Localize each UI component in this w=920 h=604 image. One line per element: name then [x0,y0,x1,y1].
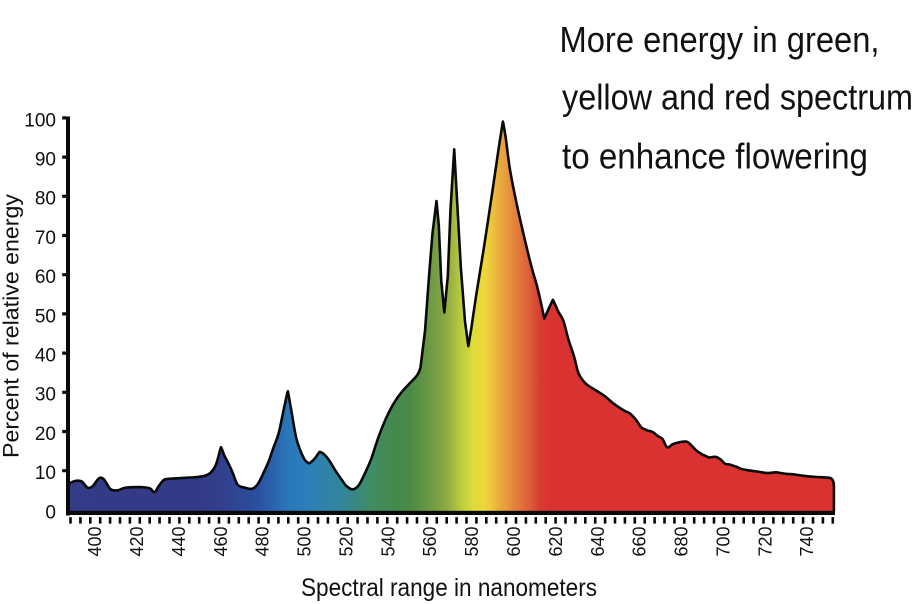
svg-text:640: 640 [588,527,608,557]
svg-text:0: 0 [45,502,56,523]
svg-text:500: 500 [295,527,315,557]
svg-text:100: 100 [24,110,56,131]
svg-text:740: 740 [797,527,817,557]
svg-text:480: 480 [253,527,273,557]
svg-text:520: 520 [337,527,357,557]
svg-text:Spectral range in nanometers: Spectral range in nanometers [301,574,597,602]
svg-text:680: 680 [672,527,692,557]
svg-text:440: 440 [169,527,189,557]
svg-text:30: 30 [35,385,56,406]
svg-text:600: 600 [504,527,524,557]
svg-text:580: 580 [462,527,482,557]
svg-text:420: 420 [127,527,147,557]
svg-text:More energy in green,: More energy in green, [560,19,880,60]
svg-text:10: 10 [35,463,56,484]
svg-text:560: 560 [420,527,440,557]
svg-text:90: 90 [35,150,56,171]
svg-text:80: 80 [35,189,56,210]
svg-text:Percent of relative energy: Percent of relative energy [0,194,24,458]
svg-text:700: 700 [713,527,733,557]
svg-text:20: 20 [35,424,56,445]
svg-text:40: 40 [35,346,56,367]
svg-text:yellow and red spectrum: yellow and red spectrum [562,76,913,117]
svg-text:to enhance flowering: to enhance flowering [562,136,868,177]
svg-text:720: 720 [755,527,775,557]
svg-text:70: 70 [35,228,56,249]
svg-text:400: 400 [85,527,105,557]
svg-text:60: 60 [35,267,56,288]
svg-text:50: 50 [35,306,56,327]
svg-text:660: 660 [630,527,650,557]
svg-text:620: 620 [546,527,566,557]
svg-text:460: 460 [211,527,231,557]
svg-text:540: 540 [378,527,398,557]
